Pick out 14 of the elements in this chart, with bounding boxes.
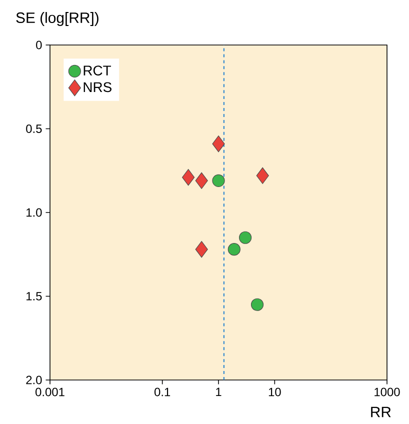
legend-label: RCT bbox=[84, 66, 112, 76]
x-tick-label: 10 bbox=[268, 388, 281, 396]
x-tick-label: 0.1 bbox=[154, 388, 170, 396]
y-tick-label: 1.5 bbox=[26, 292, 42, 300]
x-tick-label: 0.001 bbox=[36, 388, 64, 396]
y-tick-label: 0 bbox=[36, 40, 42, 50]
y-tick-label: 2.0 bbox=[26, 376, 42, 384]
y-tick-label: 0.5 bbox=[26, 124, 42, 133]
y-tick-label: 1.0 bbox=[26, 208, 42, 217]
x-axis-title: RR bbox=[371, 406, 391, 418]
x-tick-label: 1000 bbox=[374, 388, 400, 396]
x-tick-label: 1 bbox=[216, 388, 222, 396]
y-axis-title: SE (log[RR]) bbox=[16, 12, 98, 26]
legend-label: NRS bbox=[84, 82, 112, 92]
